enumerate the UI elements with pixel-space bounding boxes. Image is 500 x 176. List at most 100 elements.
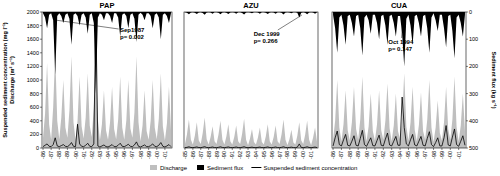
x-tick-label: -98 [431, 151, 437, 159]
x-tick-label: -96 [414, 151, 420, 159]
y-tick-label: 1600 [27, 36, 39, 42]
x-tick-label: -87 [338, 151, 344, 159]
x-tick [156, 148, 157, 150]
x-tick-label: -95 [261, 151, 267, 159]
x-tick-label: -89 [64, 151, 70, 159]
x-tick-label: -92 [237, 151, 243, 159]
x-tick [232, 148, 233, 150]
area-series [43, 12, 171, 94]
x-tick-label: -92 [380, 151, 386, 159]
y-axis-title: Discharge (m³ s⁻¹) [9, 56, 15, 104]
x-tick [341, 148, 342, 150]
x-tick-label: -90 [221, 151, 227, 159]
x-tick [271, 148, 272, 150]
x-tick [83, 148, 84, 150]
x-tick-label: -01 [308, 151, 314, 159]
x-tick-label: -00 [300, 151, 306, 159]
y-tick-label: 1000 [27, 77, 39, 83]
x-tick-label: -88 [347, 151, 353, 159]
x-tick-label: -99 [439, 151, 445, 159]
x-tick-label: -86 [40, 151, 46, 159]
x-tick-label: -86 [330, 151, 336, 159]
y2-tick [466, 148, 468, 149]
y-tick [40, 134, 42, 135]
x-tick-label: -96 [269, 151, 275, 159]
legend-swatch [197, 165, 204, 170]
y-tick [40, 52, 42, 53]
y-tick [40, 80, 42, 81]
x-tick [441, 148, 442, 150]
x-tick [279, 148, 280, 150]
legend-label: Discharge [160, 165, 188, 171]
y-tick-label: 200 [30, 131, 39, 137]
x-tick [59, 148, 60, 150]
annotation-leader [55, 20, 119, 29]
x-tick-label: -88 [56, 151, 62, 159]
x-tick-label: -96 [121, 151, 127, 159]
x-tick [458, 148, 459, 150]
x-tick-label: -94 [253, 151, 259, 159]
line-series [333, 97, 465, 147]
frame [184, 12, 318, 148]
x-tick-label: -85 [182, 151, 188, 159]
y2-tick-label: 0 [469, 9, 472, 15]
annotation-leader [402, 16, 403, 38]
x-tick [164, 148, 165, 150]
x-tick [433, 148, 434, 150]
annotation: p= 0.002 [120, 34, 145, 40]
x-tick [75, 148, 76, 150]
x-tick-label: -99 [146, 151, 152, 159]
x-tick [391, 148, 392, 150]
chart: PAP-86-87-88-89-90-91-92-93-94-95-96-97-… [0, 0, 500, 176]
x-tick [116, 148, 117, 150]
x-tick [416, 148, 417, 150]
x-tick [108, 148, 109, 150]
x-tick [374, 148, 375, 150]
x-tick-label: -92 [89, 151, 95, 159]
x-tick-label: -86 [190, 151, 196, 159]
y2-tick [466, 93, 468, 94]
x-tick [425, 148, 426, 150]
x-tick-label: -97 [277, 151, 283, 159]
x-tick-label: -93 [245, 151, 251, 159]
legend-label: Sediment flux [207, 165, 243, 171]
x-tick-label: -88 [206, 151, 212, 159]
x-tick [99, 148, 100, 150]
x-tick-label: -97 [422, 151, 428, 159]
y-tick [40, 120, 42, 121]
x-tick [43, 148, 44, 150]
x-tick [67, 148, 68, 150]
x-tick [295, 148, 296, 150]
y2-tick [466, 39, 468, 40]
y-tick [40, 148, 42, 149]
plot-area [43, 12, 171, 148]
x-tick [51, 148, 52, 150]
legend-swatch [251, 167, 261, 168]
y2-tick-label: 300 [469, 91, 478, 97]
x-tick [311, 148, 312, 150]
y2-tick-label: 100 [469, 36, 478, 42]
x-tick [200, 148, 201, 150]
x-tick-label: -94 [397, 151, 403, 159]
x-tick [408, 148, 409, 150]
y-tick [40, 66, 42, 67]
y2-tick-label: 400 [469, 118, 478, 124]
x-tick-label: -98 [284, 151, 290, 159]
x-tick [132, 148, 133, 150]
y-axis-title: Suspended sediment concentration (mg l⁻¹… [2, 22, 8, 138]
x-tick [287, 148, 288, 150]
x-tick-label: -01 [162, 151, 168, 159]
x-tick-label: -97 [129, 151, 135, 159]
panel-title: PAP [100, 1, 115, 10]
x-tick [224, 148, 225, 150]
x-tick [303, 148, 304, 150]
x-tick-label: -95 [405, 151, 411, 159]
annotation-leader [278, 15, 302, 30]
y2-tick-label: 500 [469, 145, 478, 151]
x-tick [333, 148, 334, 150]
x-tick [216, 148, 217, 150]
x-tick [263, 148, 264, 150]
x-tick-label: -94 [105, 151, 111, 159]
plot-area [185, 12, 317, 148]
x-tick-label: -87 [48, 151, 54, 159]
